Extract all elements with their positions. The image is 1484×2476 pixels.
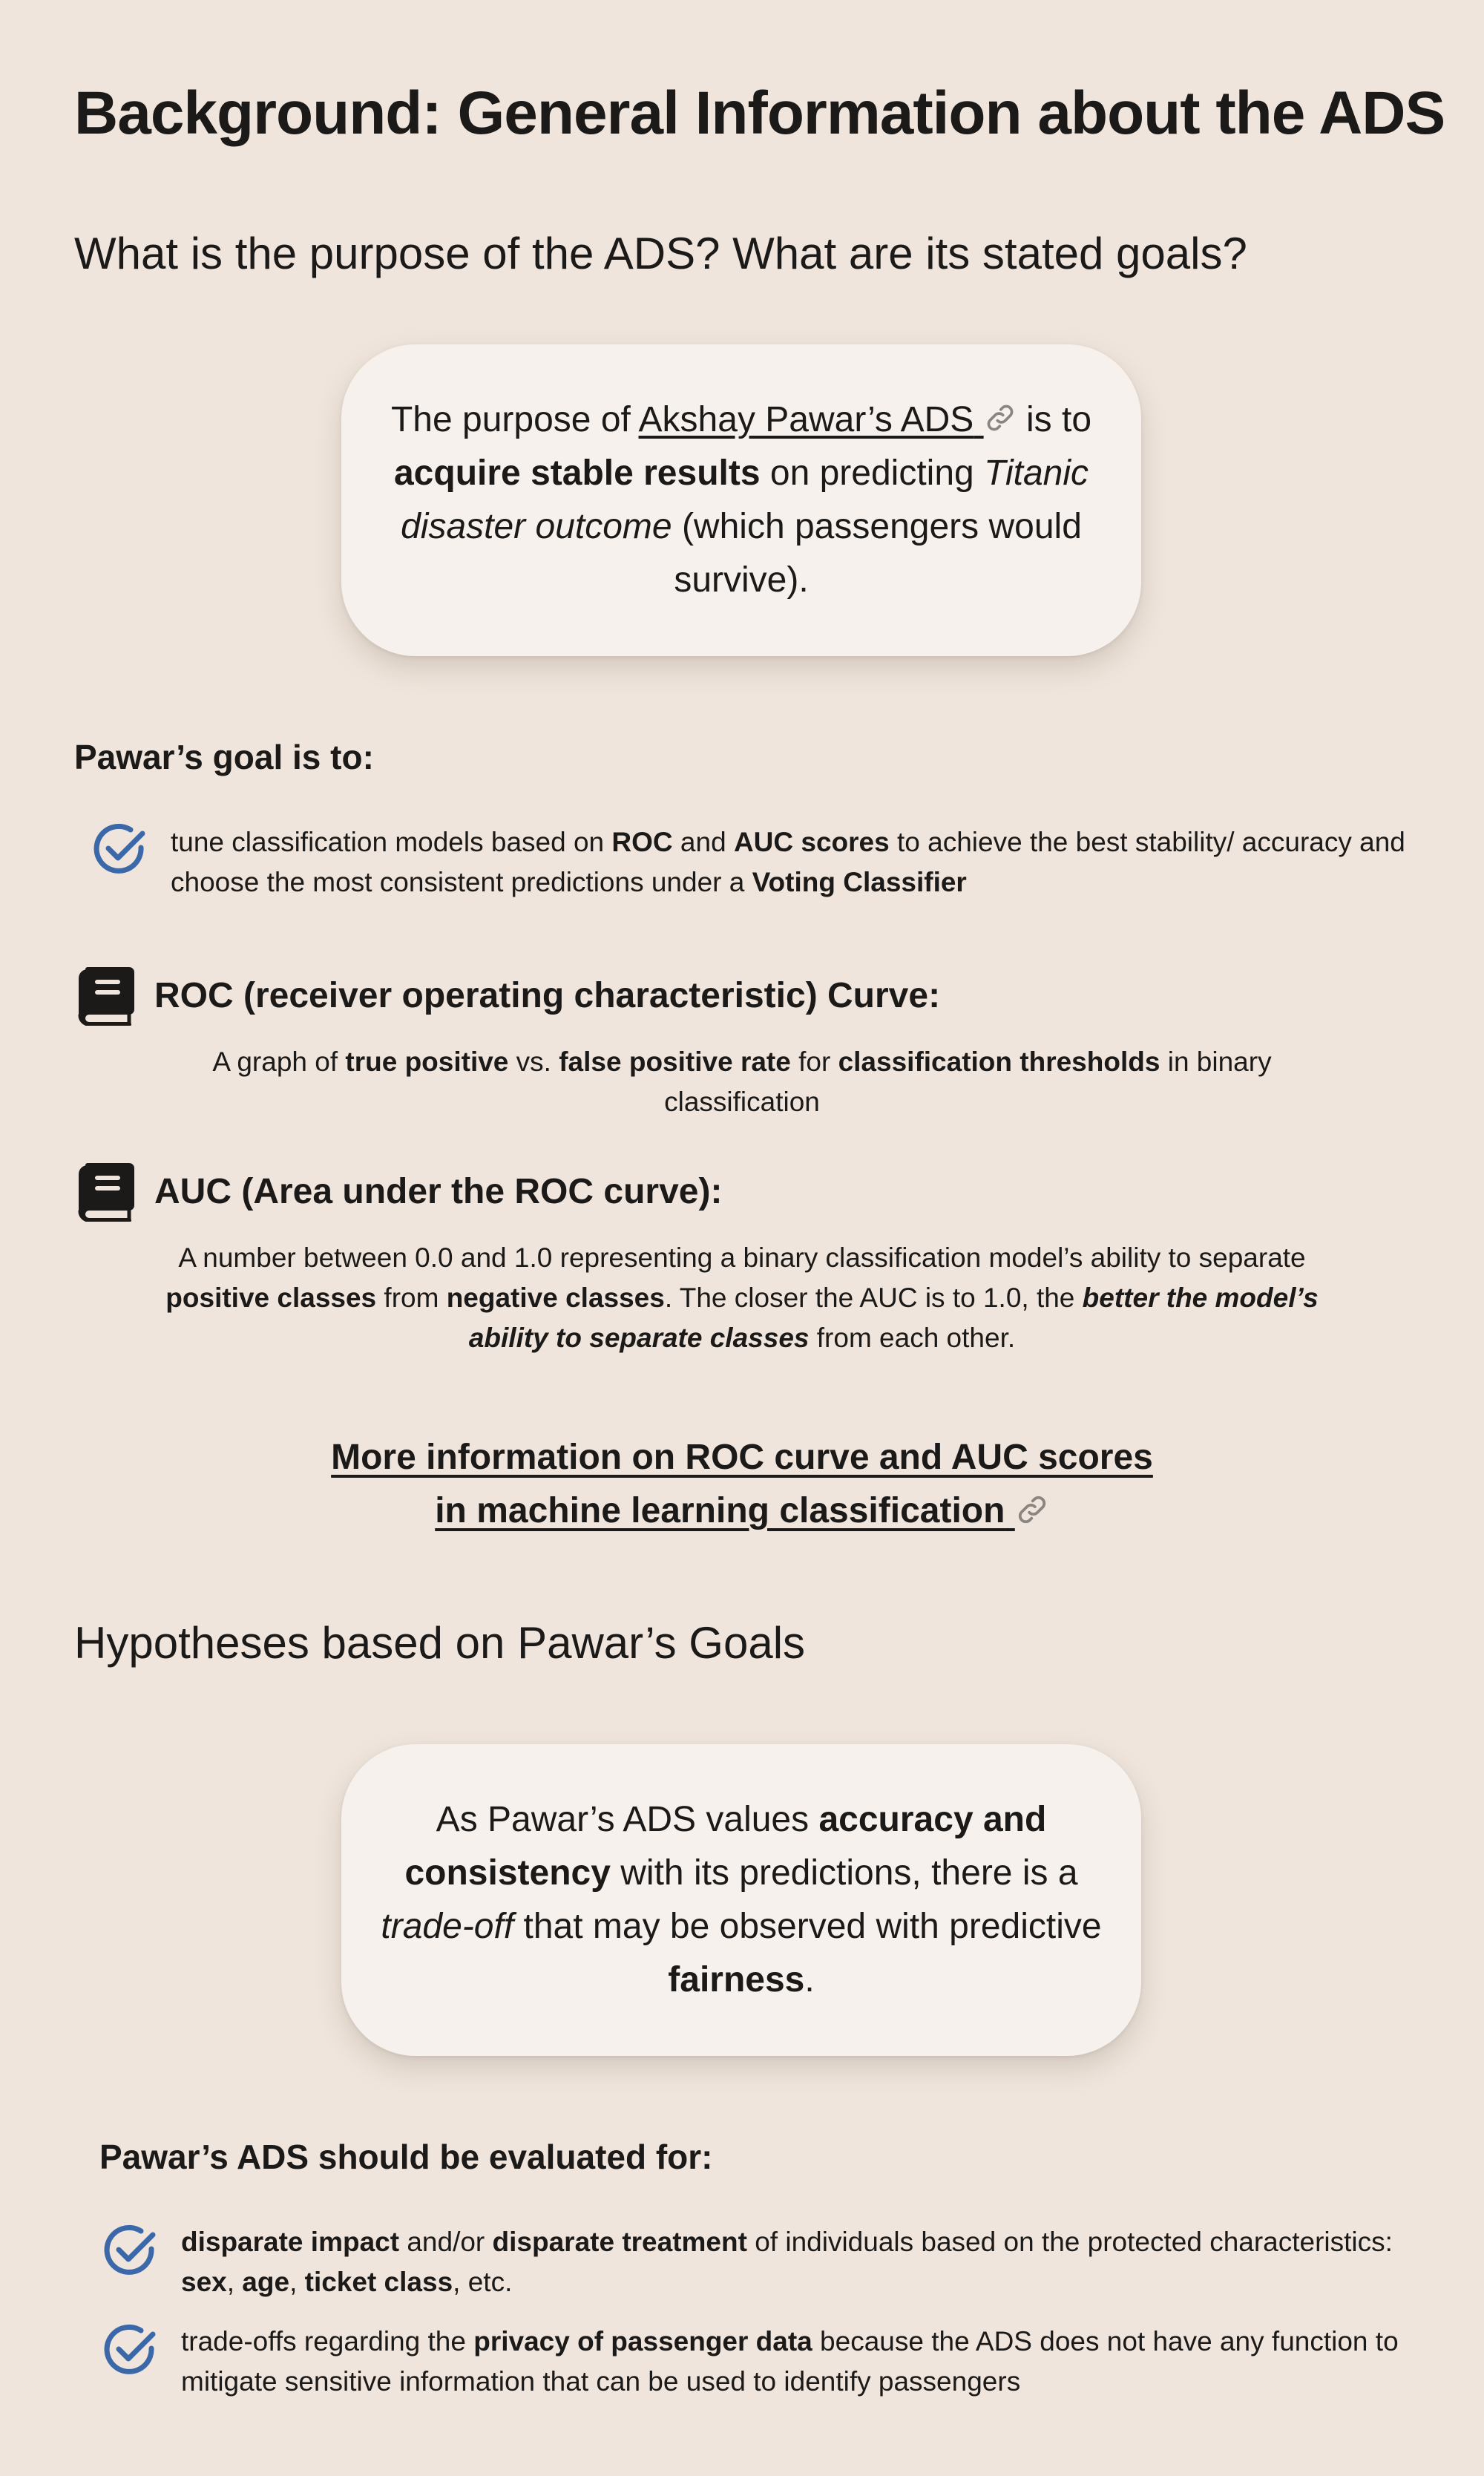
more-info-line-2: in machine learning classification [435,1491,1005,1530]
purpose-text-4: (which passengers would survive). [672,507,1082,600]
auc-def-text-3: . The closer the AUC is to 1.0, the [664,1283,1083,1313]
eval1-bold-age: age [242,2267,290,2297]
goal-bold-auc: AUC scores [733,827,890,857]
goals-label: Pawar’s goal is to: [74,738,374,776]
auc-def-text-2: from [376,1283,447,1313]
purpose-italic-1: Titanic disaster outcome [401,453,1089,546]
goal-bold-roc: ROC [611,827,673,857]
eval1-text-2: of individuals based on the protected ch… [746,2227,1393,2257]
auc-definition: A number between 0.0 and 1.0 representin… [163,1238,1321,1358]
roc-def-bold-1: true positive [345,1047,509,1077]
more-info-line-1: More information on ROC curve and AUC sc… [331,1438,1153,1477]
evaluation-item-2: trade-offs regarding the privacy of pass… [102,2322,1423,2402]
ads-source-link-label: Akshay Pawar’s ADS [638,400,974,439]
roc-heading-row: ROC (receiver operating characteristic) … [74,966,1410,1026]
eval1-bold-sex: sex [181,2267,227,2297]
auc-def-bold-1: positive classes [165,1283,377,1313]
eval2-text-1: trade-offs regarding the [181,2326,474,2357]
link-icon [1018,1496,1045,1524]
purpose-text-2: is to [1016,400,1092,439]
auc-heading: AUC (Area under the ROC curve): [154,1172,723,1211]
link-icon [987,405,1013,431]
evaluation-item-1-text: disparate impact and/or disparate treatm… [181,2222,1423,2302]
page-title: Background: General Information about th… [74,79,1445,147]
evaluation-item-1: disparate impact and/or disparate treatm… [102,2222,1423,2302]
eval1-bold-ticket-class: ticket class [304,2267,453,2297]
eval1-text-3: , [226,2267,243,2297]
purpose-bold-1: acquire stable results [393,453,761,493]
purpose-callout: The purpose of Akshay Pawar’s ADS is to … [341,344,1141,656]
eval2-text-2: because the ADS does not have any functi… [181,2326,1399,2397]
auc-def-bold-italic: better the model’s ability to separate c… [468,1283,1319,1353]
book-icon [78,1163,134,1222]
check-circle-icon [93,823,145,874]
roc-def-text-1: A graph of [212,1047,346,1077]
purpose-text-1: The purpose of [390,400,639,439]
goal-text-3: to achieve the best stability/ accuracy … [171,827,1405,897]
roc-definition: A graph of true positive vs. false posit… [148,1042,1336,1122]
auc-def-text-1: A number between 0.0 and 1.0 representin… [178,1242,1306,1273]
roc-def-text-2: vs. [508,1047,559,1077]
hyp-text-4: . [804,1960,815,2000]
goal-item: tune classification models based on ROC … [92,821,1413,903]
eval1-bold-2: disparate treatment [492,2227,747,2257]
goal-text-2: and [672,827,734,857]
eval1-text-4: , [289,2267,305,2297]
eval1-bold-1: disparate impact [181,2227,400,2257]
auc-def-text-4: from each other. [809,1323,1016,1353]
hyp-text-3: that may be observed with predictive [513,1907,1102,1946]
roc-heading: ROC (receiver operating characteristic) … [154,976,941,1015]
evaluation-item-2-text: trade-offs regarding the privacy of pass… [181,2322,1423,2402]
roc-def-bold-3: classification thresholds [838,1047,1160,1077]
roc-def-bold-2: false positive rate [559,1047,791,1077]
auc-def-bold-2: negative classes [446,1283,665,1313]
hyp-text-1: As Pawar’s ADS values [436,1800,819,1839]
hypotheses-heading: Hypotheses based on Pawar’s Goals [74,1618,806,1668]
goal-item-text: tune classification models based on ROC … [171,822,1413,903]
eval1-text-1: and/or [399,2227,493,2257]
evaluation-label: Pawar’s ADS should be evaluated for: [99,2138,713,2176]
check-circle-icon [104,2224,156,2275]
purpose-heading: What is the purpose of the ADS? What are… [74,229,1247,278]
hyp-italic-1: trade-off [381,1907,514,1946]
more-info-link[interactable]: More information on ROC curve and AUC sc… [148,1431,1336,1538]
purpose-text-3: on predicting [760,453,985,493]
roc-def-text-4: in binary classification [664,1047,1272,1117]
goal-bold-voting: Voting Classifier [752,867,967,897]
hyp-text-2: with its predictions, there is a [610,1853,1078,1893]
hyp-bold-2: fairness [668,1960,805,2000]
book-icon [78,967,134,1026]
auc-heading-row: AUC (Area under the ROC curve): [74,1162,1410,1222]
eval1-text-5: , etc. [453,2267,513,2297]
hypotheses-callout-text: As Pawar’s ADS values accuracy and consi… [378,1793,1104,2007]
hyp-bold-1: accuracy and consistency [404,1800,1047,1893]
goal-text-1: tune classification models based on [171,827,612,857]
ads-source-link[interactable]: Akshay Pawar’s ADS [639,400,1017,439]
eval2-bold-1: privacy of passenger data [473,2326,812,2357]
hypotheses-callout: As Pawar’s ADS values accuracy and consi… [341,1744,1141,2056]
check-circle-icon [104,2324,156,2374]
roc-def-text-3: for [790,1047,838,1077]
purpose-callout-text: The purpose of Akshay Pawar’s ADS is to … [378,393,1104,607]
